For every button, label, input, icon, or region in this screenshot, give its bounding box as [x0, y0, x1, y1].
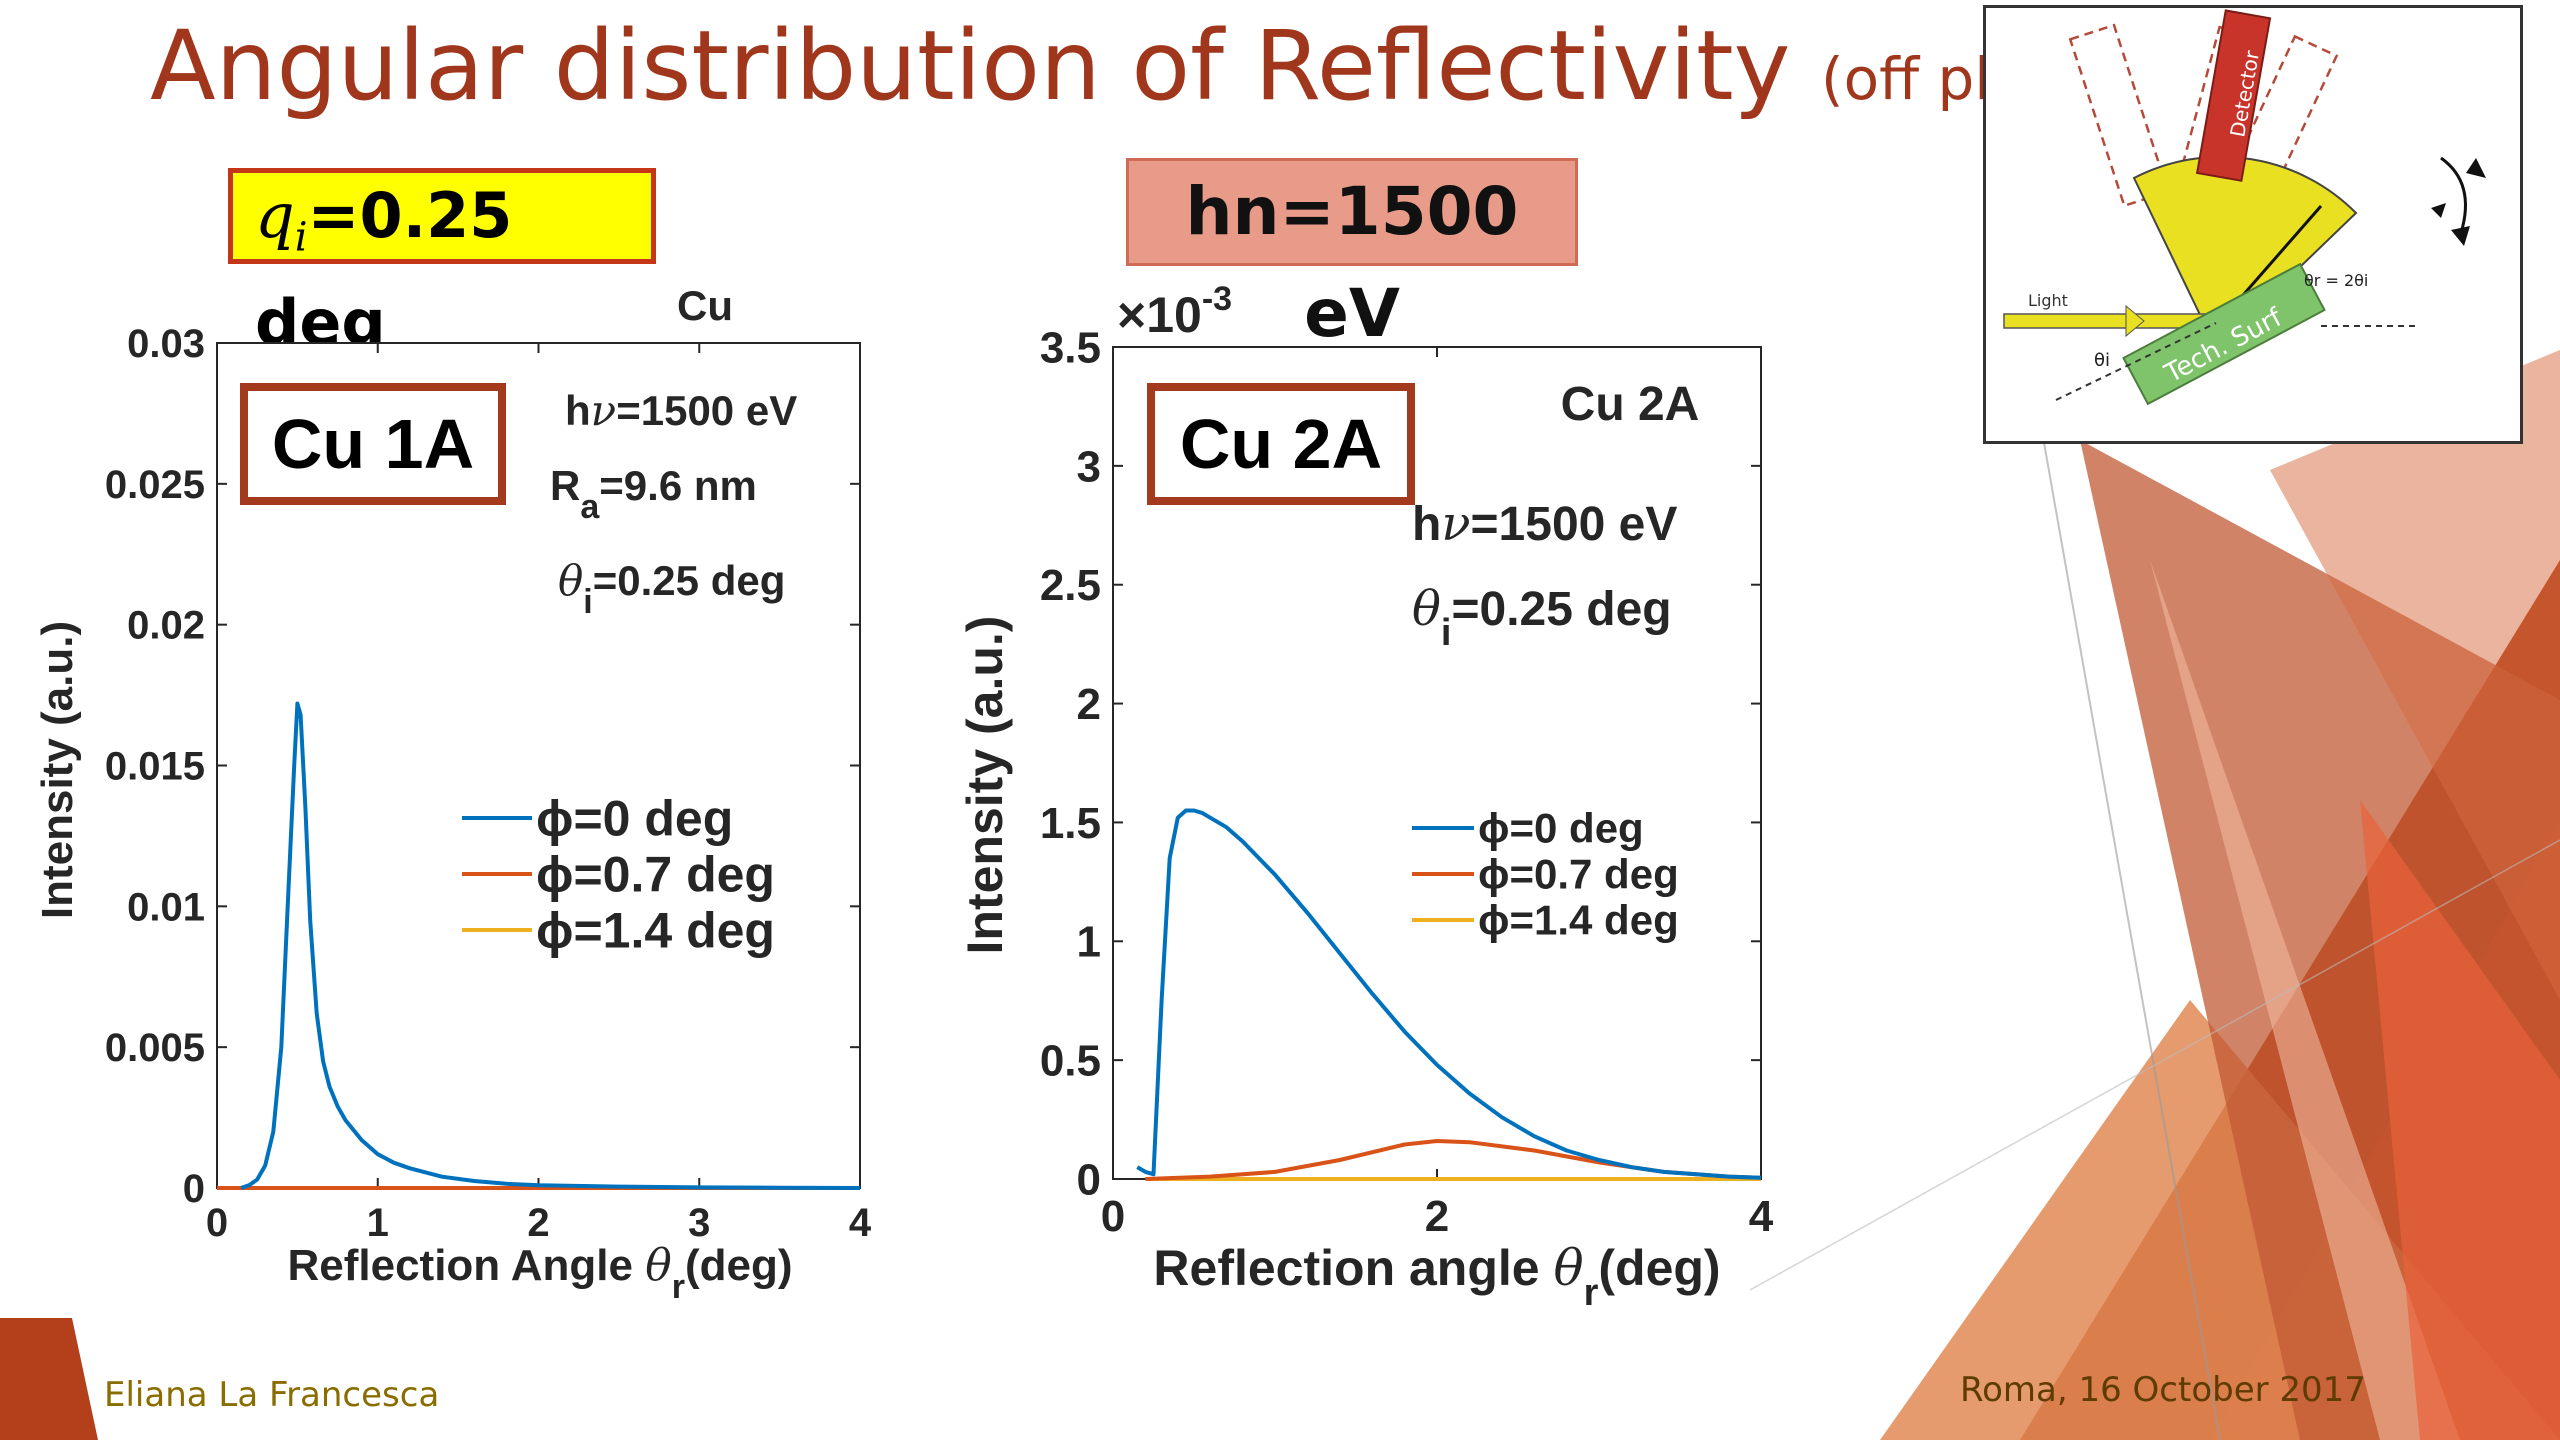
- footer-author: Eliana La Francesca: [104, 1375, 440, 1415]
- legend-label: ϕ=0.7 deg: [536, 847, 775, 903]
- legend-label: ϕ=0 deg: [536, 791, 733, 847]
- y-tick-label: 0.005: [105, 1026, 205, 1070]
- x-tick-label: 2: [1425, 1192, 1449, 1241]
- legend-label: ϕ=1.4 deg: [536, 903, 775, 959]
- y-tick-label: 0.5: [1040, 1037, 1101, 1086]
- theta-r-label: θr = 2θi: [2304, 271, 2368, 290]
- x-tick-label: 4: [849, 1201, 872, 1245]
- chart-cu-2a: 0 2 4 0 0.5 1 1.5 2 2.5 3 3.5 Cu 2A ×10-3 hν=1500 …: [957, 280, 1774, 1314]
- y-tick-label: 2.5: [1040, 561, 1101, 610]
- y-tick-label: 0.02: [127, 604, 205, 648]
- legend-label: ϕ=0.7 deg: [1478, 851, 1679, 898]
- annotation-energy: hν=1500 eV: [565, 386, 797, 435]
- title-main: Angular distribution of Reflectivity: [150, 10, 1791, 122]
- chart-title: Cu 2A: [1561, 378, 1700, 431]
- incidence-angle-tag: qi=0.25 deg: [228, 168, 656, 359]
- schematic-drawing: Detector Light Tech. Surf θi θr = 2θi: [2003, 9, 2486, 406]
- theta-i-label: θi: [2094, 350, 2110, 371]
- legend-label: ϕ=1.4 deg: [1478, 897, 1679, 944]
- y-tick-label: 3: [1077, 442, 1101, 491]
- sample-label-cu-1a: Cu 1A: [240, 383, 506, 505]
- y-tick-label: 1: [1077, 918, 1101, 967]
- x-tick-label: 0: [1101, 1192, 1125, 1241]
- y-tick-label: 0.025: [105, 463, 205, 507]
- y-tick-label: 0: [1077, 1155, 1101, 1204]
- y-tick-label: 0: [183, 1167, 205, 1211]
- x-tick-label: 3: [688, 1201, 710, 1245]
- incidence-subscript: i: [294, 214, 308, 261]
- x-tick-label: 4: [1749, 1192, 1774, 1241]
- y-tick-label: 2: [1077, 680, 1101, 729]
- series-line-0: [240, 701, 861, 1190]
- x-tick-label: 2: [527, 1201, 549, 1245]
- light-label: Light: [2028, 291, 2068, 310]
- y-axis-label: Intensity (a.u.): [33, 621, 82, 919]
- setup-schematic: Detector Light Tech. Surf θi θr = 2θi: [1983, 5, 2523, 444]
- photon-energy-tag: hn=1500 eV: [1126, 158, 1578, 352]
- footer-date: Roma, 16 October 2017: [1960, 1370, 2366, 1410]
- annotation-theta: θi=0.25 deg: [1412, 581, 1672, 654]
- x-tick-label: 0: [206, 1201, 228, 1245]
- incidence-symbol: q: [255, 179, 295, 252]
- chart-title: Cu: [677, 282, 733, 329]
- sample-label-cu-2a: Cu 2A: [1147, 383, 1415, 505]
- y-tick-label: 3.5: [1040, 323, 1101, 372]
- legend-label: ϕ=0 deg: [1478, 805, 1644, 852]
- y-tick-label: 0.01: [127, 885, 205, 929]
- y-axis-label: Intensity (a.u.): [957, 616, 1013, 955]
- x-axis-label: Reflection angle θr(deg): [1153, 1239, 1720, 1314]
- y-tick-label: 0.015: [105, 745, 205, 789]
- y-tick-label: 0.03: [127, 322, 205, 366]
- x-axis-label: Reflection Angle θr(deg): [287, 1240, 792, 1306]
- annotation-theta: θi=0.25 deg: [558, 556, 785, 621]
- y-tick-label: 1.5: [1040, 799, 1101, 848]
- series-line-0: [1136, 808, 1762, 1180]
- annotation-energy: hν=1500 eV: [1412, 496, 1677, 552]
- y-multiplier: ×10-3: [1117, 280, 1232, 343]
- x-tick-label: 1: [367, 1201, 389, 1245]
